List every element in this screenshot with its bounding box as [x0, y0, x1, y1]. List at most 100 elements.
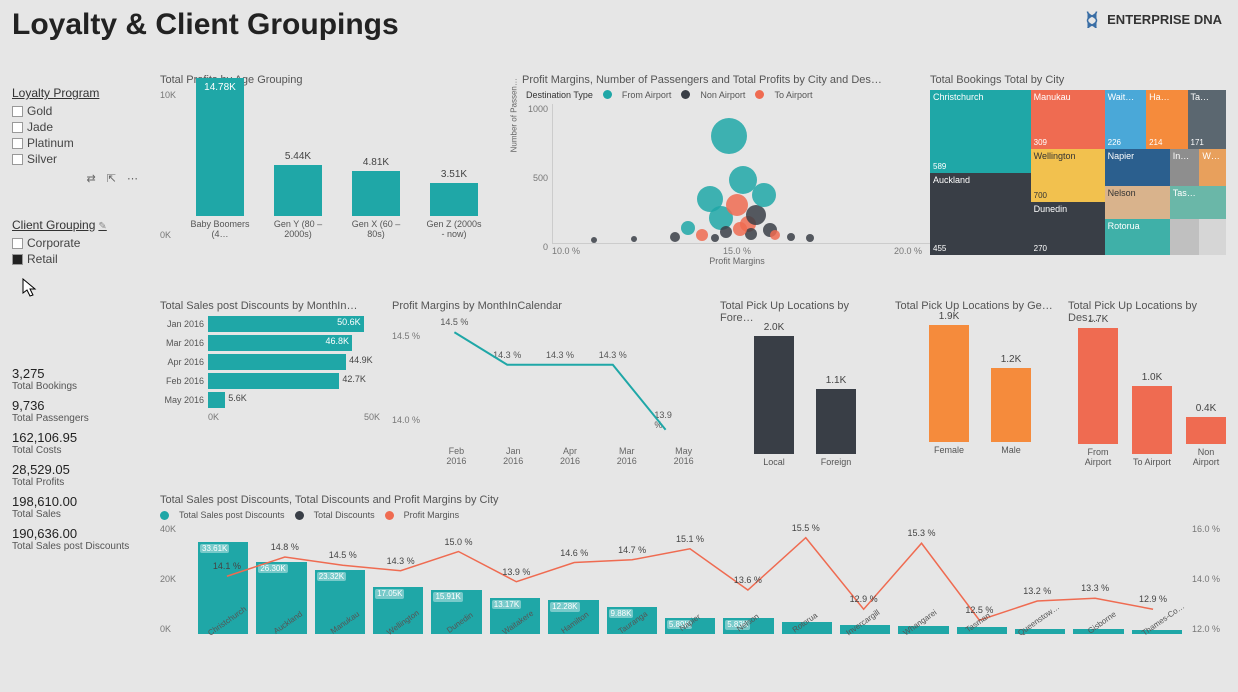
slicer-item[interactable]: Corporate — [12, 236, 142, 250]
x-axis: ChristchurchAucklandManukauWellingtonDun… — [160, 636, 1230, 645]
combo-chart[interactable]: Total Sales post Discounts, Total Discou… — [160, 494, 1230, 645]
scatter-point[interactable] — [806, 234, 814, 242]
legend-swatch — [755, 90, 764, 99]
treemap-tile[interactable] — [1170, 219, 1200, 255]
tile-label: Manukau — [1034, 92, 1071, 102]
treemap-tile[interactable]: Napier — [1105, 149, 1170, 185]
margin-line-chart[interactable]: Profit Margins by MonthInCalendar 14.5 %… — [392, 300, 712, 466]
bar[interactable]: 4.81KGen X (60 – 80s) — [346, 171, 406, 240]
treemap-tile[interactable]: Ha…214 — [1146, 90, 1187, 149]
month-sales-chart[interactable]: Total Sales post Discounts by MonthIn… J… — [160, 300, 380, 422]
scatter-point[interactable] — [711, 234, 719, 242]
bar-label: 5.6K — [228, 393, 247, 403]
bar-label: 12.28K — [550, 602, 579, 612]
bar[interactable]: 14.78KBaby Boomers (4… — [190, 78, 250, 240]
scatter-point[interactable] — [696, 229, 708, 241]
bar-row[interactable]: Mar 201646.8K — [160, 335, 380, 351]
tile-label: Ha… — [1149, 92, 1170, 102]
y-axis: 10005000 — [522, 104, 548, 252]
treemap-tile[interactable]: Christchurch589 — [930, 90, 1031, 173]
scatter-point[interactable] — [711, 118, 747, 154]
scatter-point[interactable] — [681, 221, 695, 235]
bar[interactable]: 1.7KFrom Airport — [1076, 328, 1120, 468]
bar[interactable]: 1.0KTo Airport — [1130, 386, 1174, 468]
scatter-chart[interactable]: Profit Margins, Number of Passengers and… — [522, 74, 922, 266]
bar-row[interactable]: Apr 201644.9K — [160, 354, 380, 370]
bar-row[interactable]: Feb 201642.7K — [160, 373, 380, 389]
checkbox-icon[interactable] — [12, 138, 23, 149]
scatter-point[interactable] — [670, 232, 680, 242]
pickup-dest-chart[interactable]: Total Pick Up Locations by Des… 1.7KFrom… — [1068, 300, 1230, 468]
scatter-point[interactable] — [733, 222, 747, 236]
bar-label: 1.9K — [929, 311, 969, 322]
scatter-point[interactable] — [787, 233, 795, 241]
slicer-item[interactable]: Gold — [12, 104, 142, 118]
bar-label: 1.2K — [991, 354, 1031, 365]
scatter-point[interactable] — [720, 226, 732, 238]
kpi-value: 9,736 — [12, 398, 152, 413]
treemap-tile[interactable]: W… — [1199, 149, 1226, 185]
checkbox-icon[interactable] — [12, 122, 23, 133]
checkbox-icon[interactable] — [12, 106, 23, 117]
legend-swatch — [603, 90, 612, 99]
slicer-item[interactable]: Jade — [12, 120, 142, 134]
scatter-point[interactable] — [591, 237, 597, 243]
slicer-item[interactable]: Retail — [12, 252, 142, 266]
treemap-tile[interactable]: Wait…226 — [1105, 90, 1146, 149]
combo-legend: Total Sales post DiscountsTotal Discount… — [160, 510, 1230, 520]
treemap-tile[interactable]: Auckland455 — [930, 173, 1031, 256]
treemap-tile[interactable]: Nelson — [1105, 186, 1170, 219]
chart-title: Total Sales post Discounts, Total Discou… — [160, 494, 1230, 506]
tile-value: 171 — [1191, 138, 1204, 147]
x-axis-label: Profit Margins — [552, 256, 922, 266]
slicer-item[interactable]: Platinum — [12, 136, 142, 150]
kpi-value: 28,529.05 — [12, 462, 152, 477]
bar-row[interactable]: May 20165.6K — [160, 392, 380, 408]
bar[interactable]: 0.4KNon Airport — [1184, 417, 1228, 468]
checkbox-icon[interactable] — [12, 254, 23, 265]
treemap-tile[interactable]: Manukau 309 — [1031, 90, 1105, 149]
treemap-tile[interactable]: Wellington700 — [1031, 149, 1105, 202]
bar-label: 1.1K — [816, 375, 856, 386]
legend-title: Destination Type — [526, 90, 593, 100]
treemap-chart[interactable]: Total Bookings Total by City Christchurc… — [930, 74, 1226, 255]
treemap-tile[interactable]: Rotorua — [1105, 219, 1170, 255]
treemap-tile[interactable]: Tas… — [1170, 186, 1226, 219]
bar-label: 4.81K — [352, 157, 400, 168]
treemap-tile[interactable] — [1199, 219, 1226, 255]
scatter-point[interactable] — [726, 194, 748, 216]
kpi-panel: 3,275Total Bookings9,736Total Passengers… — [12, 360, 152, 558]
bar[interactable]: 2.0KLocal — [752, 336, 796, 468]
line-plot-area: 14.5 %14.0 %14.5 %14.3 %14.3 %14.3 %13.9… — [392, 316, 692, 446]
bar[interactable]: 1.2KMale — [989, 368, 1033, 456]
tile-value: 309 — [1034, 138, 1047, 147]
pickup-foreign-chart[interactable]: Total Pick Up Locations by Fore… 2.0KLoc… — [720, 300, 880, 468]
scatter-point[interactable] — [746, 205, 766, 225]
checkbox-icon[interactable] — [12, 154, 23, 165]
slicer-item[interactable]: Silver — [12, 152, 142, 166]
bar[interactable]: 5.44KGen Y (80 – 2000s) — [268, 165, 328, 240]
treemap-tile[interactable]: Ta…171 — [1188, 90, 1226, 149]
age-grouping-chart[interactable]: Total Profits by Age Grouping 10K0K 14.7… — [160, 74, 510, 240]
checkbox-icon[interactable] — [12, 238, 23, 249]
scatter-point[interactable] — [770, 230, 780, 240]
bar-label: 13.17K — [492, 600, 521, 610]
scatter-point[interactable] — [697, 186, 723, 212]
kpi-value: 162,106.95 — [12, 430, 152, 445]
treemap-tile[interactable]: Dunedin270 — [1031, 202, 1105, 255]
scatter-point[interactable] — [752, 183, 776, 207]
bar-category: Foreign — [814, 458, 858, 468]
chart-title: Total Bookings Total by City — [930, 74, 1226, 86]
bar[interactable]: 1.9KFemale — [927, 325, 971, 457]
bar[interactable]: 3.51KGen Z (2000s - now) — [424, 183, 484, 240]
bar-row[interactable]: Jan 201650.6K — [160, 316, 380, 332]
treemap-tile[interactable]: In… — [1170, 149, 1200, 185]
slicer-toolbar[interactable]: ⇄ ⇱ ⋯ — [12, 172, 142, 185]
legend-swatch — [295, 511, 304, 520]
bar-label: 14.78K — [196, 82, 244, 93]
bar[interactable]: 1.1KForeign — [814, 389, 858, 468]
scatter-point[interactable] — [631, 236, 637, 242]
pm-label: 15.5 % — [792, 523, 820, 533]
edit-icon[interactable]: ✎ — [98, 221, 106, 232]
pickup-gender-chart[interactable]: Total Pick Up Locations by Ge… 1.9KFemal… — [895, 300, 1055, 456]
